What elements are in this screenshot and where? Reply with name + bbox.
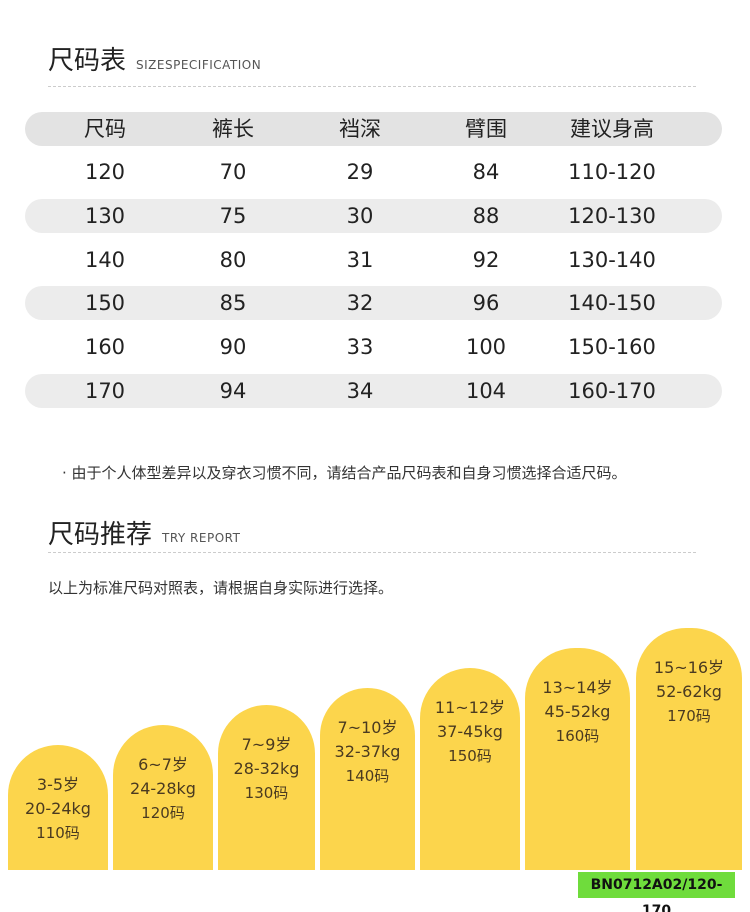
divider <box>48 86 696 87</box>
cell: 150-160 <box>568 335 656 360</box>
note: · 由于个人体型差异以及穿衣习惯不同，请结合产品尺码表和自身习惯选择合适尺码。 <box>62 464 627 482</box>
cell: 30 <box>346 203 374 228</box>
cell: 84 <box>472 160 500 184</box>
arch-age: 6~7岁 <box>138 755 188 774</box>
row-band <box>25 286 722 321</box>
arch-age: 7~10岁 <box>337 718 398 737</box>
arch-age: 13~14岁 <box>542 678 613 697</box>
size-arch: 15~16岁 52-62kg 170码 <box>636 628 742 870</box>
arch-size: 130码 <box>244 784 289 802</box>
arch-weight: 45-52kg <box>544 702 611 721</box>
divider <box>48 552 696 553</box>
size-arch: 3-5岁 20-24kg 110码 <box>8 745 108 870</box>
arch-weight: 24-28kg <box>130 779 196 798</box>
cell: 170 <box>84 379 126 403</box>
header-cell: 裤长 <box>212 117 254 141</box>
arch-age: 3-5岁 <box>36 775 80 794</box>
cell: 34 <box>346 379 374 403</box>
cell: 33 <box>346 335 374 360</box>
arch-size: 170码 <box>667 707 711 725</box>
cell: 120 <box>84 160 126 184</box>
cell: 160-170 <box>568 379 656 403</box>
header-band <box>25 112 722 146</box>
section-subtitle: SIZESPECIFICATION <box>136 58 262 72</box>
arch-weight: 32-37kg <box>334 742 401 761</box>
cell: 110-120 <box>568 160 656 184</box>
arch-weight: 37-45kg <box>437 722 503 741</box>
header-cell: 臂围 <box>465 117 507 141</box>
arch-age: 7~9岁 <box>241 735 292 754</box>
cell: 130-140 <box>568 247 656 272</box>
cell: 29 <box>346 160 374 184</box>
cell: 96 <box>472 291 500 316</box>
arch-weight: 52-62kg <box>656 682 722 701</box>
arch-size: 110码 <box>36 824 80 842</box>
section-title: 尺码推荐 <box>48 520 153 550</box>
arch-size: 150码 <box>448 747 492 765</box>
size-arch: 7~9岁 28-32kg 130码 <box>218 705 315 870</box>
cell: 75 <box>219 203 247 228</box>
arch-size: 120码 <box>141 804 185 822</box>
arch-age: 11~12岁 <box>434 698 506 717</box>
size-arch: 6~7岁 24-28kg 120码 <box>113 725 213 870</box>
arch-size: 140码 <box>345 767 390 785</box>
cell: 70 <box>219 160 247 184</box>
cell: 94 <box>219 379 247 403</box>
cell: 85 <box>219 291 247 316</box>
size-arch: 13~14岁 45-52kg 160码 <box>525 648 630 870</box>
cell: 160 <box>84 335 126 360</box>
intro: 以上为标准尺码对照表，请根据自身实际进行选择。 <box>48 579 394 597</box>
header-cell: 建议身高 <box>570 117 654 141</box>
cell: 31 <box>346 247 374 272</box>
section-subtitle: TRY REPORT <box>162 531 241 545</box>
cell: 150 <box>84 291 126 316</box>
note-text: 由于个人体型差异以及穿衣习惯不同，请结合产品尺码表和自身习惯选择合适尺码。 <box>71 464 627 482</box>
size-arch: 7~10岁 32-37kg 140码 <box>320 688 415 870</box>
cell: 104 <box>465 379 507 403</box>
size-arch: 11~12岁 37-45kg 150码 <box>420 668 520 870</box>
cell: 140 <box>84 247 126 272</box>
arch-weight: 28-32kg <box>233 759 300 778</box>
cell: 92 <box>472 247 500 272</box>
arch-age: 15~16岁 <box>653 658 725 677</box>
cell: 100 <box>465 335 507 360</box>
row-band <box>25 374 722 408</box>
arch-weight: 20-24kg <box>25 799 91 818</box>
cell: 120-130 <box>568 203 656 228</box>
cell: 88 <box>472 203 500 228</box>
cell: 32 <box>346 291 374 316</box>
header-cell: 尺码 <box>84 117 126 141</box>
header-cell: 裆深 <box>339 117 381 141</box>
cell: 140-150 <box>568 291 656 316</box>
cell: 90 <box>219 335 247 360</box>
cell: 80 <box>219 247 247 272</box>
product-code: BN0712A02/120-170 <box>578 872 735 912</box>
cell: 130 <box>84 203 126 228</box>
section-title: 尺码表 <box>48 46 127 76</box>
arch-size: 160码 <box>555 727 600 745</box>
row-band <box>25 198 722 233</box>
